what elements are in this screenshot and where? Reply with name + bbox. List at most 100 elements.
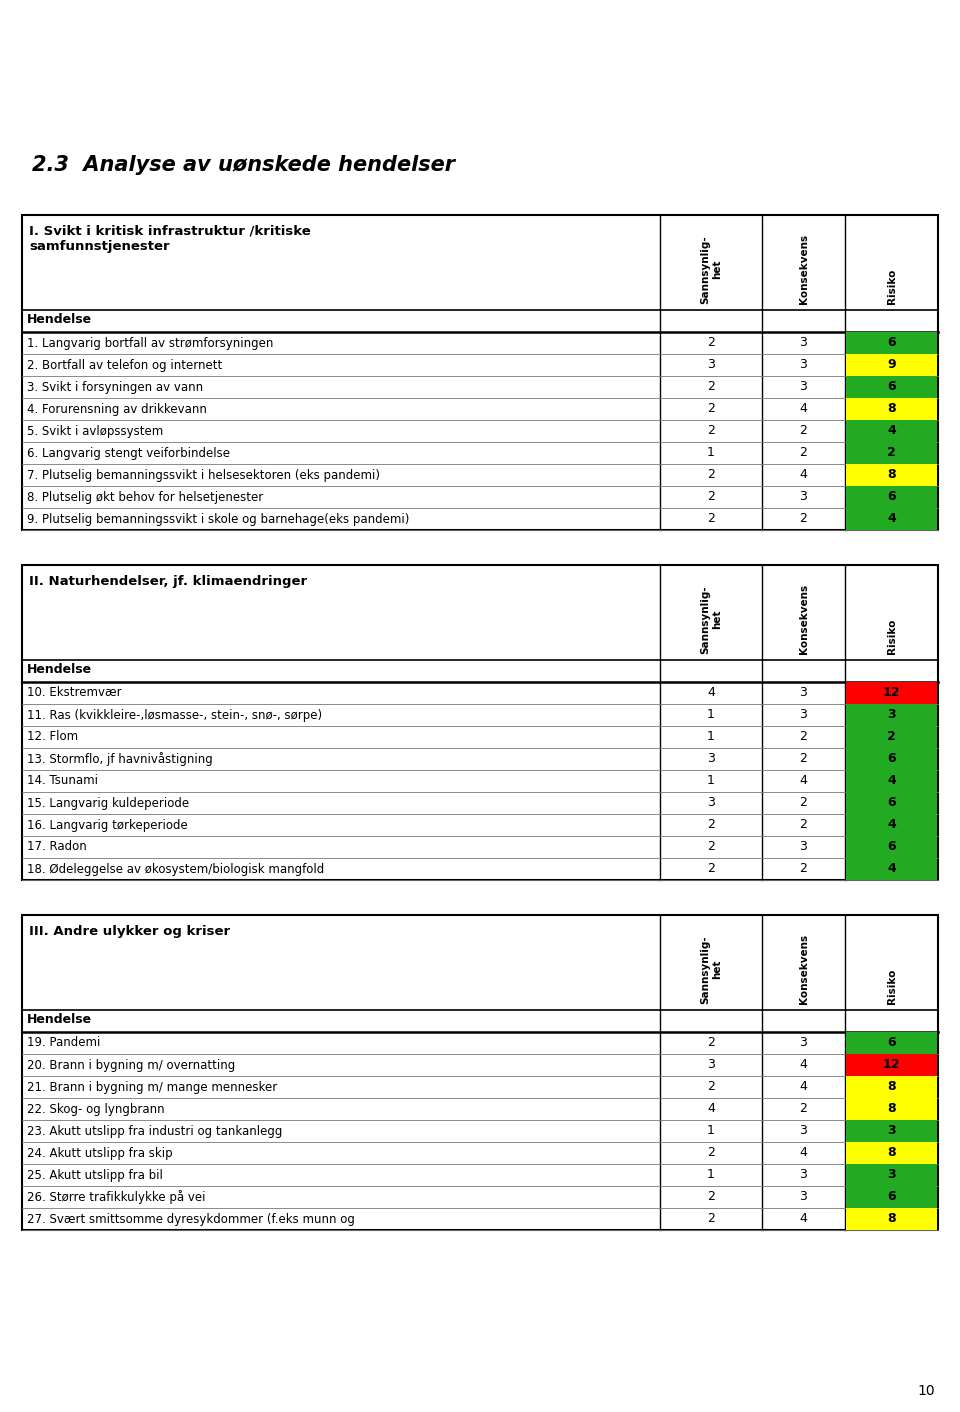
Text: 24. Akutt utslipp fra skip: 24. Akutt utslipp fra skip [27, 1147, 173, 1159]
Bar [846, 682, 937, 703]
Text: 2: 2 [800, 1103, 807, 1115]
Bar [846, 421, 937, 442]
Bar [846, 377, 937, 398]
Bar [846, 748, 937, 770]
Bar [22, 565, 938, 880]
Text: 10: 10 [918, 1384, 935, 1398]
Bar [22, 215, 938, 530]
Text: 2: 2 [708, 1213, 715, 1226]
Text: III. Andre ulykker og kriser: III. Andre ulykker og kriser [29, 925, 230, 938]
Text: 9: 9 [887, 359, 896, 371]
Text: 8: 8 [887, 1080, 896, 1093]
Text: Hendelse: Hendelse [27, 313, 92, 326]
Text: Hendelse: Hendelse [27, 1012, 92, 1027]
Text: 17. Radon: 17. Radon [27, 840, 86, 853]
Text: 4: 4 [800, 469, 807, 481]
Text: 1: 1 [708, 446, 715, 459]
Text: 8: 8 [887, 1103, 896, 1115]
Text: 14. Tsunami: 14. Tsunami [27, 775, 98, 788]
Text: 4: 4 [887, 775, 896, 788]
Bar [846, 705, 937, 726]
Text: I. Svikt i kritisk infrastruktur /kritiske
samfunnstjenester: I. Svikt i kritisk infrastruktur /kritis… [29, 225, 311, 253]
Text: 2: 2 [708, 469, 715, 481]
Bar [846, 398, 937, 419]
Text: 6: 6 [887, 336, 896, 350]
Text: 8: 8 [887, 402, 896, 415]
Text: 3: 3 [800, 1190, 807, 1203]
Text: 4. Forurensning av drikkevann: 4. Forurensning av drikkevann [27, 402, 206, 415]
Text: 4: 4 [708, 686, 715, 699]
Text: 27. Svært smittsomme dyresykdommer (f.eks munn og: 27. Svært smittsomme dyresykdommer (f.ek… [27, 1213, 355, 1226]
Text: 10. Ekstremvær: 10. Ekstremvær [27, 686, 122, 699]
Bar [846, 1165, 937, 1186]
Text: 2: 2 [887, 730, 896, 744]
Text: 5. Svikt i avløpssystem: 5. Svikt i avløpssystem [27, 425, 163, 438]
Text: 2: 2 [800, 513, 807, 525]
Text: 3: 3 [887, 709, 896, 722]
Bar [846, 486, 937, 507]
Text: 8. Plutselig økt behov for helsetjenester: 8. Plutselig økt behov for helsetjeneste… [27, 490, 263, 504]
Text: 3: 3 [708, 753, 715, 765]
Text: 4: 4 [800, 402, 807, 415]
Text: 1: 1 [708, 1124, 715, 1138]
Text: 2: 2 [800, 796, 807, 809]
Text: 4: 4 [887, 513, 896, 525]
Text: Konsekvens: Konsekvens [799, 234, 808, 304]
Bar [846, 815, 937, 836]
Text: 18. Ødeleggelse av økosystem/biologisk mangfold: 18. Ødeleggelse av økosystem/biologisk m… [27, 863, 324, 875]
Bar [846, 508, 937, 530]
Text: 2.3  Analyse av uønskede hendelser: 2.3 Analyse av uønskede hendelser [32, 155, 455, 175]
Text: Konsekvens: Konsekvens [799, 933, 808, 1004]
Text: 15. Langvarig kuldeperiode: 15. Langvarig kuldeperiode [27, 796, 189, 809]
Text: 3: 3 [800, 709, 807, 722]
Text: 3. Svikt i forsyningen av vann: 3. Svikt i forsyningen av vann [27, 380, 204, 394]
Text: 12: 12 [883, 686, 900, 699]
Bar [846, 465, 937, 486]
Text: 2: 2 [708, 840, 715, 853]
Text: 3: 3 [887, 1124, 896, 1138]
Bar [846, 1186, 937, 1207]
Text: 4: 4 [800, 1059, 807, 1072]
Text: 2: 2 [887, 446, 896, 459]
Text: Konsekvens: Konsekvens [799, 585, 808, 654]
Text: 8: 8 [887, 469, 896, 481]
Text: 2: 2 [800, 819, 807, 832]
Bar [846, 1120, 937, 1141]
Text: 7. Plutselig bemanningssvikt i helsesektoren (eks pandemi): 7. Plutselig bemanningssvikt i helsesekt… [27, 469, 380, 481]
Bar [846, 442, 937, 463]
Text: 25. Akutt utslipp fra bil: 25. Akutt utslipp fra bil [27, 1169, 163, 1182]
Text: 3: 3 [800, 359, 807, 371]
Text: 8: 8 [887, 1147, 896, 1159]
Text: 2: 2 [800, 730, 807, 744]
Text: 2: 2 [708, 1147, 715, 1159]
Text: 4: 4 [887, 819, 896, 832]
Text: 6: 6 [887, 840, 896, 853]
Text: 21. Brann i bygning m/ mange mennesker: 21. Brann i bygning m/ mange mennesker [27, 1080, 277, 1093]
Text: Sannsynlig-
het: Sannsynlig- het [700, 586, 722, 654]
Text: 3: 3 [800, 840, 807, 853]
Text: Risiko: Risiko [886, 268, 897, 304]
Text: 12. Flom: 12. Flom [27, 730, 78, 744]
Text: 2: 2 [708, 380, 715, 394]
Bar [846, 726, 937, 747]
Bar [846, 354, 937, 376]
Text: 2: 2 [800, 446, 807, 459]
Text: 2: 2 [708, 490, 715, 504]
Bar [846, 792, 937, 813]
Text: 2: 2 [708, 863, 715, 875]
Text: 2: 2 [708, 336, 715, 350]
Bar [846, 1209, 937, 1230]
Text: 4: 4 [887, 863, 896, 875]
Bar [846, 771, 937, 792]
Text: 16. Langvarig tørkeperiode: 16. Langvarig tørkeperiode [27, 819, 188, 832]
Text: 6: 6 [887, 1036, 896, 1049]
Text: Risiko: Risiko [886, 618, 897, 654]
Text: 2. Bortfall av telefon og internett: 2. Bortfall av telefon og internett [27, 359, 223, 371]
Text: 4: 4 [708, 1103, 715, 1115]
Bar [846, 332, 937, 353]
Text: 4: 4 [800, 775, 807, 788]
Text: 3: 3 [800, 686, 807, 699]
Text: 6: 6 [887, 380, 896, 394]
Text: 1. Langvarig bortfall av strømforsyningen: 1. Langvarig bortfall av strømforsyninge… [27, 336, 274, 350]
Text: 12: 12 [883, 1059, 900, 1072]
